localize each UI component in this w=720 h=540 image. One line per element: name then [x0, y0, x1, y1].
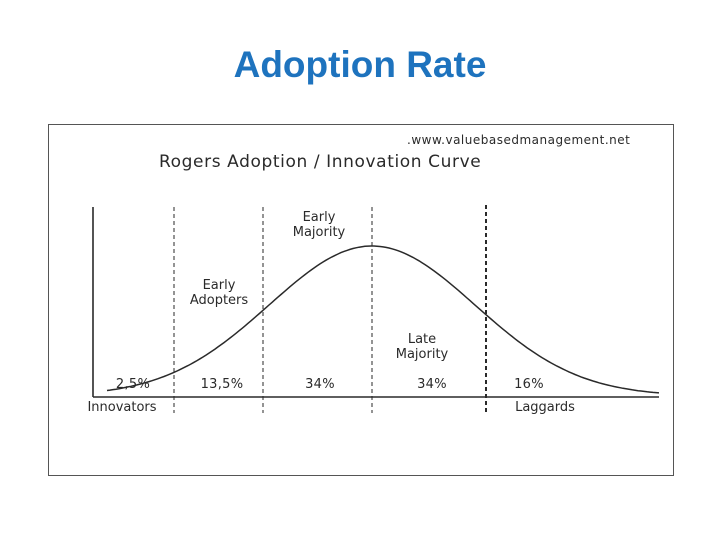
innovators-share: 2,5% [115, 377, 151, 392]
early-majority-label: Early Majority [292, 210, 346, 240]
early-adopters-share: 13,5% [200, 377, 244, 392]
adoption-curve-canvas [92, 205, 660, 413]
bell-curve [106, 245, 660, 394]
diagram-title: Rogers Adoption / Innovation Curve [159, 152, 482, 172]
laggards-label: Laggards [515, 400, 575, 415]
slide-title: Adoption Rate [233, 44, 487, 85]
early-adopters-label: Early Adopters [189, 278, 249, 308]
laggards-share: 16% [514, 377, 544, 392]
adoption-curve-figure: .www.valuebasedmanagement.net Rogers Ado… [48, 124, 674, 476]
innovators-label: Innovators [87, 400, 157, 415]
late-majority-share: 34% [417, 377, 447, 392]
source-label: .www.valuebasedmanagement.net [407, 133, 631, 147]
late-majority-label: Late Majority [395, 332, 449, 362]
early-majority-share: 34% [305, 377, 335, 392]
